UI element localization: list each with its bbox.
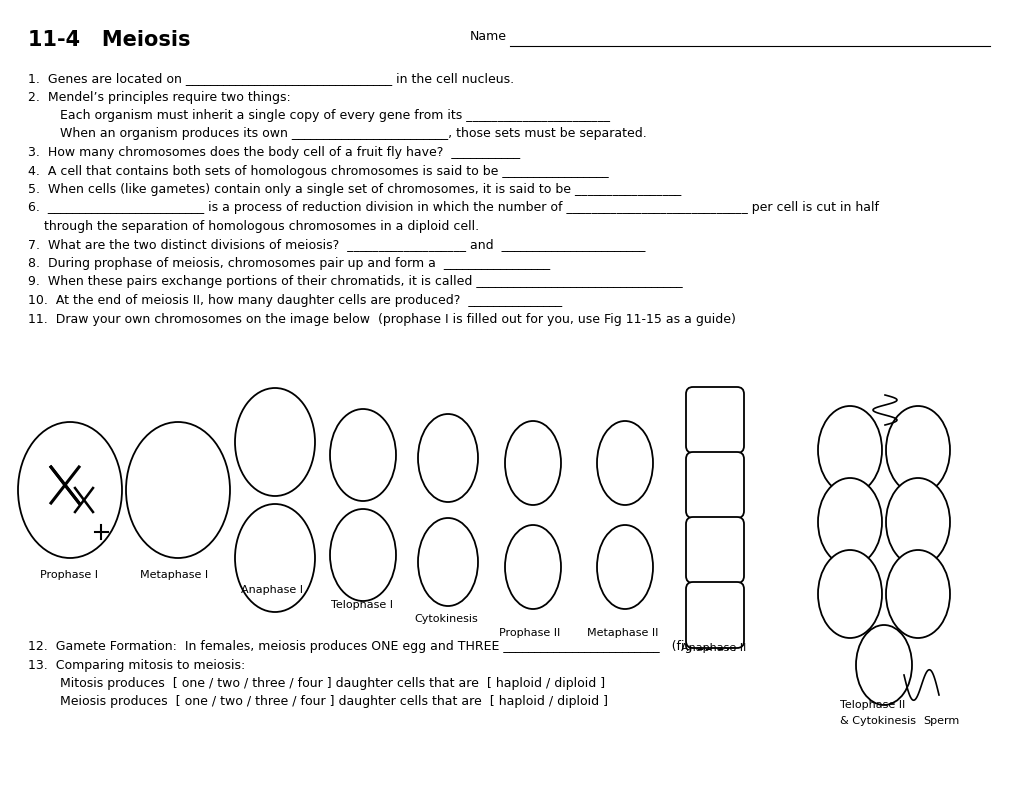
Text: Cytokinesis: Cytokinesis [414, 614, 478, 624]
Text: 11.  Draw your own chromosomes on the image below  (prophase I is filled out for: 11. Draw your own chromosomes on the ima… [28, 312, 736, 326]
Ellipse shape [886, 478, 950, 566]
Ellipse shape [818, 478, 882, 566]
Text: 10.  At the end of meiosis II, how many daughter cells are produced?  __________: 10. At the end of meiosis II, how many d… [28, 294, 562, 307]
Ellipse shape [330, 409, 396, 501]
Text: 2.  Mendel’s principles require two things:: 2. Mendel’s principles require two thing… [28, 90, 291, 104]
Ellipse shape [818, 406, 882, 494]
Text: 1.  Genes are located on _________________________________ in the cell nucleus.: 1. Genes are located on ________________… [28, 72, 514, 85]
Ellipse shape [330, 509, 396, 601]
Text: When an organism produces its own _________________________, those sets must be : When an organism produces its own ______… [28, 127, 647, 141]
Text: 9.  When these pairs exchange portions of their chromatids, it is called _______: 9. When these pairs exchange portions of… [28, 275, 683, 289]
Text: 11-4   Meiosis: 11-4 Meiosis [28, 30, 190, 50]
Text: 8.  During prophase of meiosis, chromosomes pair up and form a  ________________: 8. During prophase of meiosis, chromosom… [28, 257, 550, 270]
Text: Each organism must inherit a single copy of every gene from its ________________: Each organism must inherit a single copy… [28, 109, 610, 122]
Ellipse shape [597, 421, 653, 505]
FancyBboxPatch shape [686, 452, 744, 518]
FancyBboxPatch shape [686, 582, 744, 648]
Text: 12.  Gamete Formation:  In females, meiosis produces ONE egg and THREE _________: 12. Gamete Formation: In females, meiosi… [28, 640, 737, 653]
Text: 7.  What are the two distinct divisions of meiosis?  ___________________ and  __: 7. What are the two distinct divisions o… [28, 239, 645, 252]
Text: 3.  How many chromosomes does the body cell of a fruit fly have?  ___________: 3. How many chromosomes does the body ce… [28, 146, 520, 159]
Ellipse shape [505, 421, 561, 505]
Text: Telophase I: Telophase I [331, 600, 393, 610]
Text: Anaphase I: Anaphase I [241, 585, 303, 595]
Ellipse shape [126, 422, 230, 558]
Ellipse shape [418, 518, 478, 606]
Ellipse shape [818, 550, 882, 638]
Text: 13.  Comparing mitosis to meiosis:: 13. Comparing mitosis to meiosis: [28, 658, 246, 672]
Ellipse shape [886, 550, 950, 638]
Text: Sperm: Sperm [923, 716, 959, 726]
Text: Prophase II: Prophase II [499, 628, 560, 638]
Text: & Cytokinesis: & Cytokinesis [840, 716, 916, 726]
Text: Prophase I: Prophase I [40, 570, 98, 580]
Ellipse shape [234, 388, 315, 496]
Text: 4.  A cell that contains both sets of homologous chromosomes is said to be _____: 4. A cell that contains both sets of hom… [28, 165, 608, 177]
Ellipse shape [418, 414, 478, 502]
Ellipse shape [886, 406, 950, 494]
FancyBboxPatch shape [686, 387, 744, 453]
Text: Metaphase I: Metaphase I [140, 570, 208, 580]
Text: 6.  _________________________ is a process of reduction division in which the nu: 6. _________________________ is a proces… [28, 202, 879, 214]
Ellipse shape [597, 525, 653, 609]
Text: Telophase II: Telophase II [840, 700, 905, 710]
Ellipse shape [856, 625, 912, 705]
Text: Meiosis produces  [ one / two / three / four ] daughter cells that are  [ haploi: Meiosis produces [ one / two / three / f… [28, 695, 608, 709]
Text: Mitosis produces  [ one / two / three / four ] daughter cells that are  [ haploi: Mitosis produces [ one / two / three / f… [28, 677, 605, 690]
Text: Metaphase II: Metaphase II [587, 628, 658, 638]
Text: Name: Name [470, 30, 507, 43]
FancyBboxPatch shape [686, 517, 744, 583]
Ellipse shape [234, 504, 315, 612]
Ellipse shape [505, 525, 561, 609]
Text: Anaphase II: Anaphase II [681, 643, 746, 653]
Ellipse shape [18, 422, 122, 558]
Text: 5.  When cells (like gametes) contain only a single set of chromosomes, it is sa: 5. When cells (like gametes) contain onl… [28, 183, 681, 196]
Text: through the separation of homologous chromosomes in a diploid cell.: through the separation of homologous chr… [28, 220, 479, 233]
